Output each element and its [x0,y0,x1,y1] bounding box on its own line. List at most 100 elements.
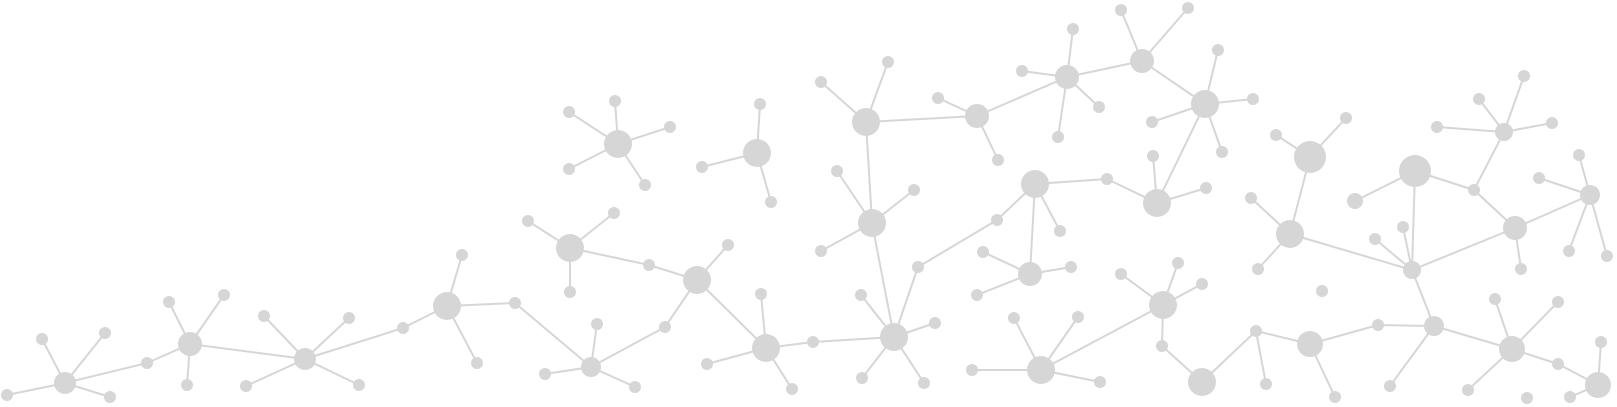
graph-node [1055,65,1079,89]
graph-node [522,215,534,227]
graph-node [1147,150,1159,162]
graph-node [1156,340,1168,352]
graph-node [456,249,468,261]
graph-node [1200,182,1212,194]
graph-node [918,377,930,389]
graph-node [1521,392,1533,404]
graph-node [722,239,734,251]
graph-node [1016,65,1028,77]
graph-node [1585,372,1611,398]
graph-node [433,292,461,320]
graph-node [1515,263,1527,275]
graph-node [1247,93,1259,105]
graph-node [556,234,584,262]
graph-node [471,357,483,369]
graph-node [815,245,827,257]
graph-node [1347,193,1363,209]
graph-node [1,389,13,401]
graph-node [1546,117,1558,129]
graph-edge [1040,304,1164,371]
graph-node [178,332,202,356]
graph-node [54,372,76,394]
graph-edge [1411,170,1416,271]
graph-node [1065,261,1077,273]
graph-node [1468,184,1480,196]
graph-node [1094,376,1106,388]
graph-node [609,95,621,107]
graph-node [1196,278,1208,290]
graph-node [1384,380,1396,392]
graph-node [1245,192,1257,204]
graph-node [36,333,48,345]
graph-node [786,383,798,395]
graph-edge [1589,194,1608,257]
graph-edge [1514,194,1591,229]
graph-node [353,379,365,391]
graph-node [1021,170,1049,198]
graph-edge [189,343,306,360]
graph-node [1369,233,1381,245]
graph-edge [1255,330,1267,385]
graph-edge [1433,325,1513,350]
graph-node [852,108,880,136]
graph-edge [1156,103,1206,204]
graph-node [1191,90,1219,118]
graph-node [104,391,116,403]
graph-node [880,323,908,351]
graph-node [1018,262,1042,286]
graph-node [929,317,941,329]
graph-node [1518,70,1530,82]
graph-node [977,246,989,258]
graph-node [343,312,355,324]
graph-node [1252,263,1264,275]
graph-node [807,336,819,348]
graph-node [659,321,671,333]
graph-edge [1289,233,1413,271]
graph-edge [1066,60,1143,78]
graph-node [965,104,989,128]
graph-node [1552,296,1564,308]
graph-node [912,261,924,273]
graph-edge [1411,227,1516,271]
graph-edges [6,7,1608,398]
graph-node [1101,173,1113,185]
graph-edge [1389,325,1435,387]
graph-edge [917,219,998,268]
graph-node [1552,358,1564,370]
graph-node [1601,250,1613,262]
graph-node [831,165,843,177]
graph-node [754,98,766,110]
graph-node [1054,225,1066,237]
graph-node [1294,141,1326,173]
graph-node [539,368,551,380]
graph-edge [1436,126,1505,133]
graph-node [1146,116,1158,128]
graph-edge [976,76,1068,117]
graph-node [858,209,886,237]
graph-node [1372,319,1384,331]
graph-node [1149,291,1177,319]
graph-node [855,289,867,301]
graph-edge [304,327,404,360]
graph-node [1489,293,1501,305]
graph-node [1260,378,1272,390]
graph-node [1067,23,1079,35]
graph-node [815,76,827,88]
graph-node [1503,216,1527,240]
graph-node [1316,285,1328,297]
graph-node [882,56,894,68]
graph-node [218,289,230,301]
graph-edge [871,222,895,338]
graph-node [294,348,316,370]
graph-node [1495,123,1513,141]
graph-edge [64,362,148,384]
graph-node [1188,368,1216,396]
graph-node [1072,311,1084,323]
graph-node [966,364,978,376]
graph-node [1564,391,1576,403]
graph-node [163,296,175,308]
graph-node [141,357,153,369]
graph-node [608,207,620,219]
graph-node [99,327,111,339]
